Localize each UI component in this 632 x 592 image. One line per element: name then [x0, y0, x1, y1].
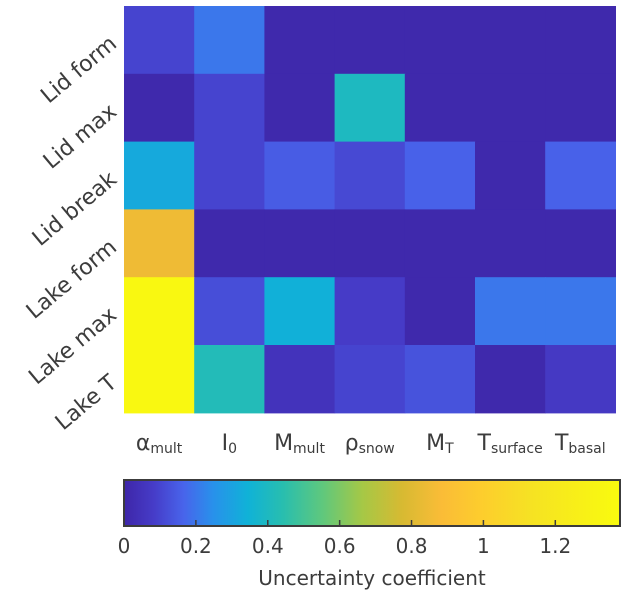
column-label: Mmult	[274, 431, 325, 457]
heatmap-cell	[124, 277, 195, 346]
heatmap-cell	[545, 141, 616, 210]
heatmap-cell	[334, 141, 406, 210]
heatmap-cell	[475, 277, 546, 346]
heatmap-cell	[475, 141, 546, 210]
heatmap-cell	[124, 209, 195, 278]
row-label: Lake T	[51, 370, 122, 436]
heatmap-cell	[264, 345, 336, 414]
heatmap-cell	[334, 277, 406, 346]
column-label: Tbasal	[554, 431, 606, 457]
heatmap-cell	[475, 6, 546, 75]
heatmap-cell	[334, 209, 406, 278]
colorbar-tick-label: 0.4	[252, 534, 284, 558]
heatmap-cell	[404, 141, 476, 210]
heatmap-cell	[264, 209, 336, 278]
colorbar-tick-label: 0.8	[396, 534, 428, 558]
colorbar-tick-label: 0.6	[324, 534, 356, 558]
colorbar-tick-label: 1	[477, 534, 490, 558]
heatmap-cell	[124, 141, 195, 210]
heatmap-cell	[334, 345, 406, 414]
heatmap-cell	[264, 73, 336, 143]
heatmap-cell	[194, 73, 265, 143]
colorbar	[123, 479, 621, 527]
heatmap-cell	[404, 6, 476, 75]
heatmap-cell	[545, 209, 616, 278]
heatmap-cell	[264, 277, 336, 346]
heatmap-cell	[124, 73, 195, 143]
colorbar-tick-label: 0.2	[180, 534, 212, 558]
row-label: Lid form	[36, 31, 121, 108]
heatmap-cell	[194, 277, 265, 346]
colorbar-tick-label: 1.2	[539, 534, 571, 558]
heatmap-cell	[545, 345, 616, 414]
heatmap-cell	[194, 209, 265, 278]
colorbar-ticks: 0 0.2 0.4 0.6 0.8 1 1.2	[118, 520, 571, 558]
heatmap-cell	[334, 73, 406, 143]
colorbar-tick-label: 0	[118, 534, 131, 558]
column-label: Tsurface	[476, 431, 542, 457]
heatmap-cell	[475, 73, 546, 143]
column-labels: αmult I0 Mmult ρsnow MT Tsurface Tbasal	[136, 431, 606, 457]
column-label: MT	[426, 431, 454, 457]
heatmap-cell	[475, 345, 546, 414]
heatmap-cell	[404, 73, 476, 143]
heatmap-cell	[194, 345, 265, 414]
heatmap-cell	[194, 6, 265, 75]
heatmap-cell	[475, 209, 546, 278]
row-label: Lid max	[39, 99, 122, 174]
heatmap-cell	[194, 141, 265, 210]
heatmap-cell	[124, 345, 195, 414]
heatmap-cell	[404, 345, 476, 414]
heatmap-cell	[124, 6, 195, 75]
heatmap-cell	[545, 6, 616, 75]
heatmap-cell	[264, 141, 336, 210]
heatmap-cell	[545, 277, 616, 346]
heatmap-cell	[264, 6, 336, 75]
heatmap-cells	[124, 6, 616, 414]
heatmap-cell	[334, 6, 406, 75]
column-label: I0	[222, 431, 237, 457]
heatmap-cell	[545, 73, 616, 143]
column-label: αmult	[136, 431, 183, 457]
column-label: ρsnow	[345, 431, 395, 457]
heatmap-cell	[404, 209, 476, 278]
colorbar-label: Uncertainty coefficient	[258, 566, 486, 590]
heatmap-cell	[404, 277, 476, 346]
